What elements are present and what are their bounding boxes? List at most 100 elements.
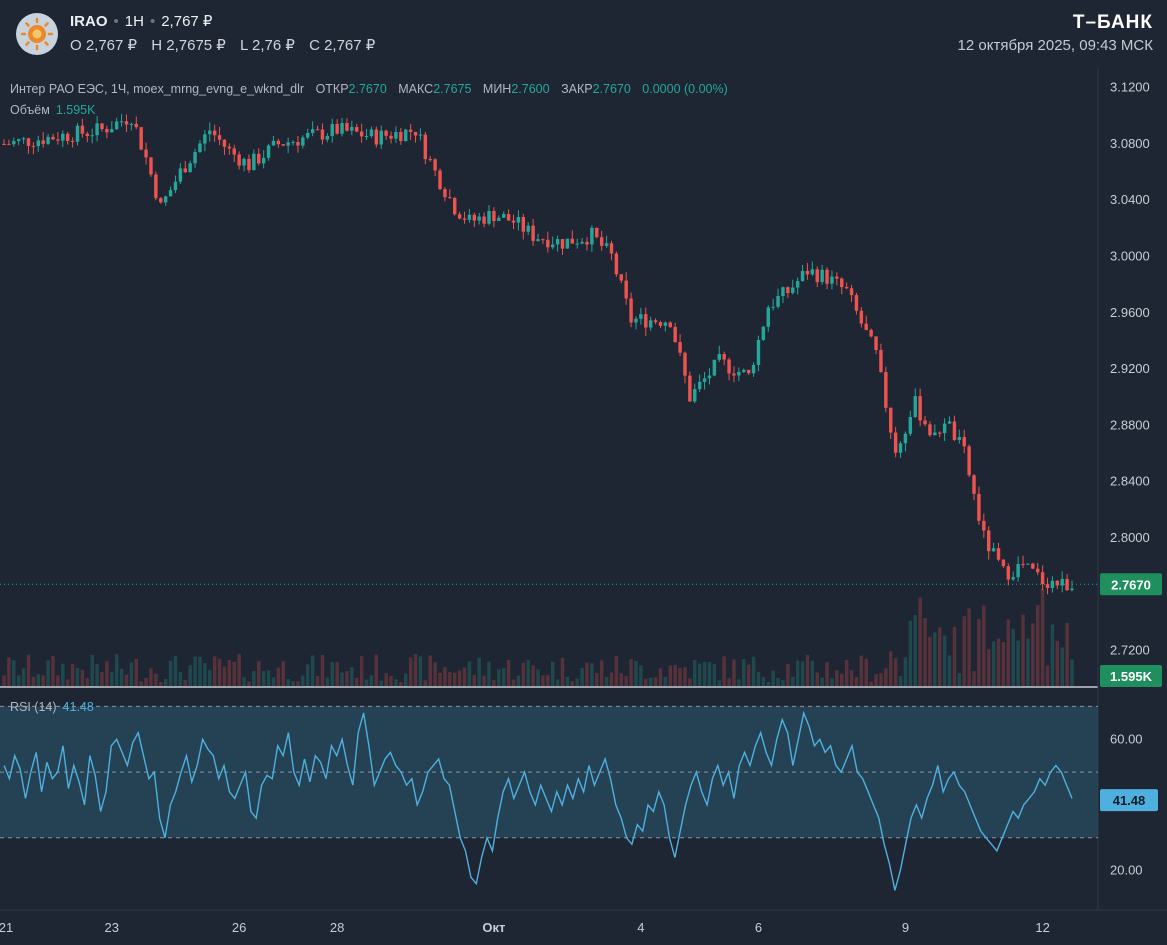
candle[interactable]	[12, 137, 16, 147]
candle[interactable]	[1065, 573, 1069, 591]
candle[interactable]	[492, 207, 496, 228]
candle[interactable]	[727, 357, 731, 381]
candle[interactable]	[697, 374, 702, 393]
candle[interactable]	[849, 284, 854, 303]
candle[interactable]	[546, 231, 550, 253]
candle[interactable]	[1011, 571, 1015, 582]
candle[interactable]	[310, 121, 315, 137]
candle[interactable]	[1060, 571, 1064, 593]
candle[interactable]	[389, 131, 393, 144]
candle[interactable]	[203, 129, 207, 152]
candle[interactable]	[585, 237, 589, 251]
candle[interactable]	[541, 238, 545, 245]
candle[interactable]	[830, 270, 834, 290]
candle[interactable]	[717, 345, 721, 363]
candle[interactable]	[889, 407, 893, 440]
candle[interactable]	[555, 235, 560, 252]
candle[interactable]	[629, 292, 633, 328]
candle[interactable]	[688, 371, 692, 403]
candle[interactable]	[923, 416, 927, 427]
candle[interactable]	[580, 237, 584, 245]
candle[interactable]	[957, 429, 962, 444]
candle[interactable]	[879, 343, 883, 373]
candle[interactable]	[428, 155, 432, 162]
candle[interactable]	[756, 335, 761, 372]
candle[interactable]	[16, 138, 21, 146]
candle[interactable]	[722, 351, 726, 366]
candle[interactable]	[550, 236, 555, 250]
candle[interactable]	[673, 322, 677, 343]
candle[interactable]	[639, 307, 643, 325]
candle[interactable]	[844, 282, 849, 290]
candle[interactable]	[51, 133, 55, 141]
candle[interactable]	[791, 279, 795, 295]
candle[interactable]	[418, 128, 423, 141]
candle[interactable]	[350, 120, 354, 136]
candle[interactable]	[227, 143, 232, 155]
candle[interactable]	[599, 230, 604, 251]
candle[interactable]	[105, 125, 109, 139]
candle[interactable]	[222, 139, 227, 155]
candle[interactable]	[1021, 555, 1025, 569]
candle[interactable]	[193, 148, 197, 168]
candle[interactable]	[840, 277, 844, 295]
candle[interactable]	[364, 128, 369, 141]
candle[interactable]	[134, 116, 138, 130]
candle[interactable]	[330, 118, 334, 143]
candle[interactable]	[913, 388, 917, 418]
candle[interactable]	[859, 307, 864, 328]
candle[interactable]	[854, 292, 859, 315]
candle[interactable]	[198, 139, 202, 154]
candle[interactable]	[742, 368, 746, 374]
candle[interactable]	[457, 211, 462, 220]
candle[interactable]	[237, 151, 241, 170]
candle[interactable]	[257, 148, 261, 166]
candle[interactable]	[374, 126, 379, 148]
candle[interactable]	[825, 267, 829, 290]
candle[interactable]	[154, 171, 158, 201]
candle[interactable]	[619, 274, 623, 284]
candle[interactable]	[242, 157, 246, 172]
candle[interactable]	[271, 136, 276, 147]
candle[interactable]	[1040, 565, 1045, 591]
candle[interactable]	[159, 197, 163, 204]
candle[interactable]	[110, 121, 114, 133]
candle[interactable]	[658, 320, 663, 329]
candle[interactable]	[301, 135, 305, 149]
candle[interactable]	[663, 321, 668, 332]
candle[interactable]	[261, 150, 266, 169]
candle[interactable]	[575, 238, 579, 249]
candle[interactable]	[761, 325, 766, 341]
candle[interactable]	[31, 142, 36, 155]
candle[interactable]	[355, 123, 359, 133]
candle[interactable]	[7, 139, 11, 146]
candle[interactable]	[247, 154, 251, 173]
candle[interactable]	[933, 424, 937, 436]
candle[interactable]	[732, 366, 736, 383]
candle[interactable]	[139, 126, 143, 151]
candle[interactable]	[506, 209, 511, 221]
candle[interactable]	[2, 139, 6, 146]
candle[interactable]	[928, 421, 932, 437]
candle[interactable]	[443, 186, 447, 202]
candle[interactable]	[565, 238, 570, 249]
candle[interactable]	[609, 240, 614, 261]
candle[interactable]	[962, 429, 966, 454]
candle[interactable]	[634, 316, 638, 330]
candle[interactable]	[810, 261, 815, 276]
candle[interactable]	[982, 513, 986, 539]
candle[interactable]	[286, 137, 290, 154]
candle[interactable]	[952, 415, 957, 441]
candle[interactable]	[1035, 562, 1040, 576]
candle[interactable]	[114, 117, 119, 130]
candle[interactable]	[46, 134, 50, 146]
candle[interactable]	[497, 215, 501, 222]
candle[interactable]	[678, 334, 682, 357]
candle[interactable]	[835, 272, 839, 286]
candle[interactable]	[820, 264, 824, 285]
candle[interactable]	[345, 118, 349, 132]
candle[interactable]	[781, 286, 785, 304]
candle[interactable]	[65, 131, 70, 145]
candle[interactable]	[751, 362, 756, 377]
candle[interactable]	[325, 133, 330, 143]
